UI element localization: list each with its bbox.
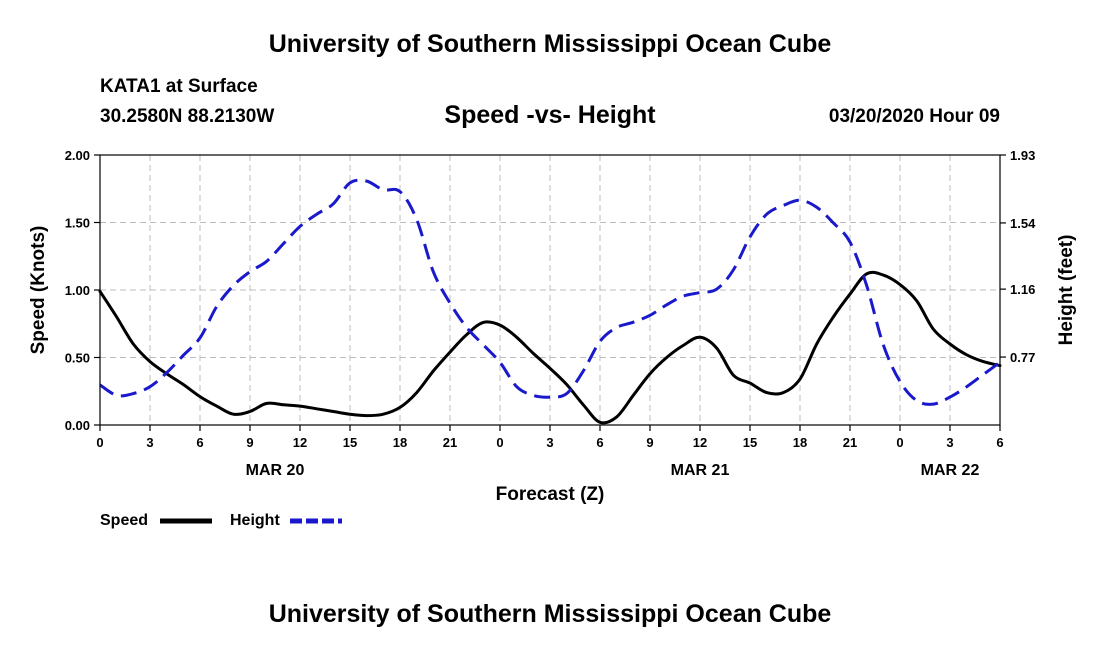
legend: Speed Height — [100, 512, 342, 529]
header-title: University of Southern Mississippi Ocean… — [268, 30, 832, 58]
y-right-tick-label: 1.93 — [1010, 148, 1035, 163]
series-line-speed — [98, 270, 1002, 425]
x-tick-label: 3 — [546, 435, 553, 450]
legend-speed-label: Speed — [100, 512, 148, 529]
footer-title: University of Southern Mississippi Ocean… — [268, 600, 832, 628]
x-tick-label: 6 — [196, 435, 203, 450]
x-tick-label: 3 — [146, 435, 153, 450]
x-tick-label: 15 — [743, 435, 757, 450]
station-coordinates: 30.2580N 88.2130W — [100, 106, 275, 127]
x-tick-label: 9 — [246, 435, 253, 450]
x-tick-label: 0 — [896, 435, 903, 450]
grid — [100, 155, 1000, 425]
date-label: MAR 21 — [671, 462, 730, 479]
y-axis-left-label: Speed (Knots) — [28, 226, 49, 355]
series-line-height — [99, 178, 1001, 406]
date-label: MAR 22 — [921, 462, 980, 479]
y-left-tick-label: 1.50 — [65, 216, 90, 231]
legend-height-label: Height — [230, 512, 280, 529]
y-left-tick-label: 0.50 — [65, 351, 90, 366]
x-tick-label: 6 — [596, 435, 603, 450]
axes: 0 3 6 9 12 15 18 21 0 3 6 9 12 15 18 21 0 3 6 0.00 0.50 1.00 1… — [65, 148, 1036, 479]
station-name: KATA1 at Surface — [100, 76, 258, 97]
x-tick-label: 21 — [843, 435, 857, 450]
y-left-tick-label: 2.00 — [65, 148, 90, 163]
x-axis-label: Forecast (Z) — [496, 484, 605, 505]
x-tick-label: 18 — [393, 435, 407, 450]
x-tick-label: 3 — [946, 435, 953, 450]
x-tick-label: 18 — [793, 435, 807, 450]
y-left-tick-label: 0.00 — [65, 418, 90, 433]
x-tick-label: 6 — [996, 435, 1003, 450]
x-tick-label: 15 — [343, 435, 357, 450]
forecast-datetime: 03/20/2020 Hour 09 — [828, 106, 1000, 127]
y-right-tick-label: 1.54 — [1010, 216, 1036, 231]
y-axis-right-label: Height (feet) — [1056, 235, 1077, 346]
x-tick-label: 12 — [693, 435, 707, 450]
series-layer — [98, 178, 1002, 425]
chart-title: Speed -vs- Height — [444, 101, 656, 129]
x-tick-label: 12 — [293, 435, 307, 450]
y-right-tick-label: 1.16 — [1010, 282, 1035, 297]
x-tick-label: 9 — [646, 435, 653, 450]
x-tick-label: 0 — [496, 435, 503, 450]
y-right-tick-label: 0.77 — [1010, 350, 1035, 365]
y-left-tick-label: 1.00 — [65, 283, 90, 298]
x-tick-label: 21 — [443, 435, 457, 450]
date-label: MAR 20 — [246, 462, 305, 479]
x-tick-label: 0 — [96, 435, 103, 450]
